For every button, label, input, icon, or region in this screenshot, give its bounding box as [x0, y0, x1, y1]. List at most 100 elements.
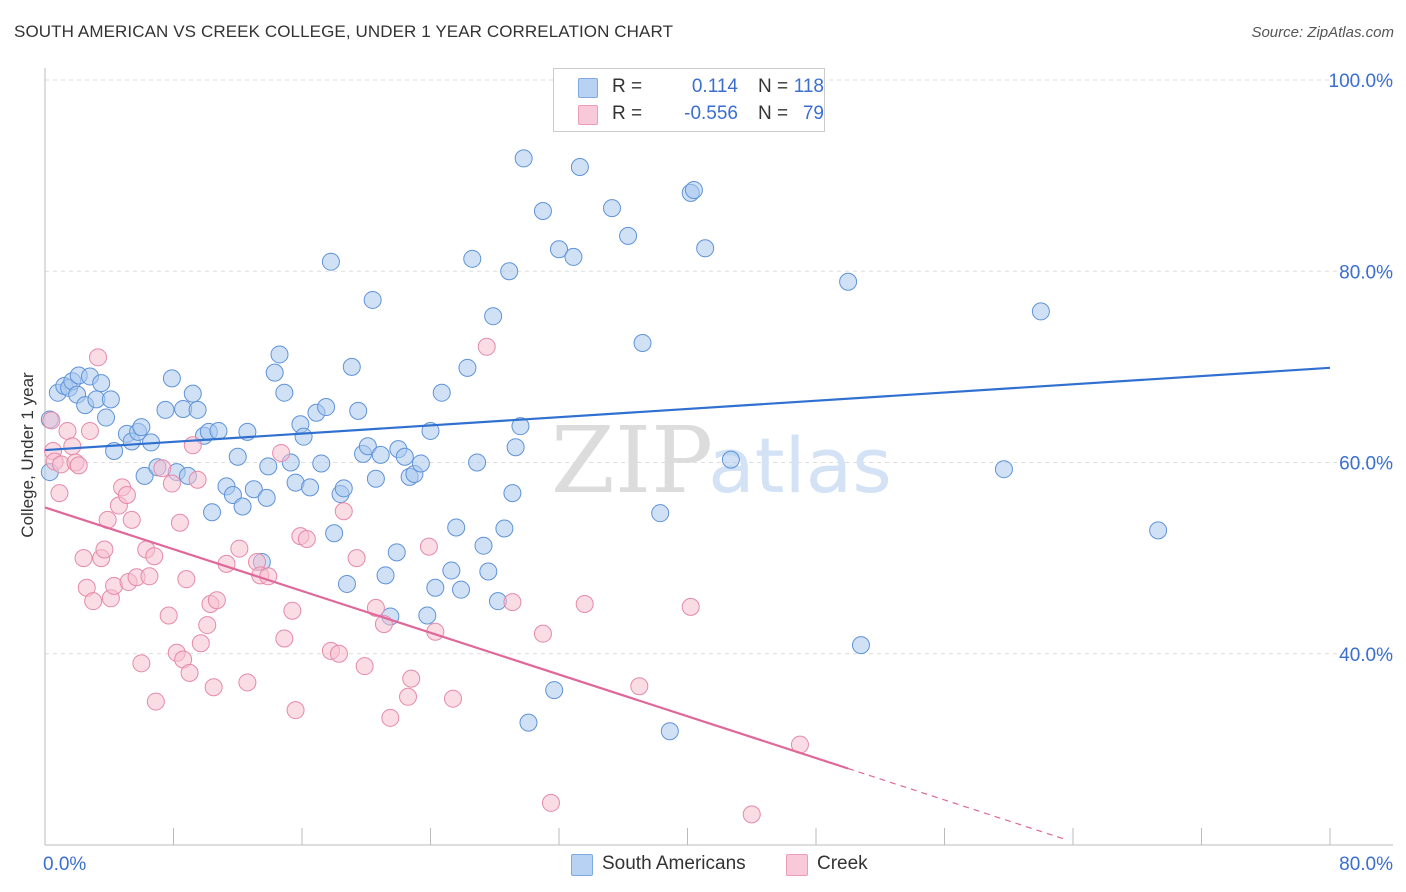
south-americans-point	[162, 369, 181, 388]
south-americans-point	[511, 417, 530, 436]
bottom-legend-swatch-pink	[786, 854, 808, 876]
south-americans-point	[1031, 302, 1050, 321]
creek-point	[238, 673, 257, 692]
y-tick-label: 80.0%	[1339, 262, 1393, 283]
watermark-atlas: atlas	[708, 421, 892, 510]
south-americans-point	[452, 580, 471, 599]
creek-point	[204, 678, 223, 697]
south-americans-point	[275, 383, 294, 402]
south-americans-point	[514, 149, 533, 168]
south-americans-point	[387, 543, 406, 562]
creek-point	[477, 337, 496, 356]
south-americans-point	[696, 239, 715, 258]
creek-point	[145, 547, 164, 566]
creek-point	[381, 708, 400, 727]
south-americans-point	[371, 445, 390, 464]
south-americans-point	[1149, 521, 1168, 540]
creek-point	[443, 689, 462, 708]
creek-point	[198, 616, 217, 635]
axes	[44, 68, 1393, 846]
south-americans-point	[463, 249, 482, 268]
creek-point	[122, 510, 141, 529]
south-americans-point	[301, 478, 320, 497]
south-americans-point	[349, 401, 368, 420]
creek-point	[42, 411, 61, 430]
south-americans-point	[337, 574, 356, 593]
south-americans-point	[468, 453, 487, 472]
south-americans-point	[994, 460, 1013, 479]
legend-n-value: 118	[793, 76, 824, 97]
legend-n-label: N =	[758, 103, 789, 124]
south-americans-point	[418, 606, 437, 625]
bottom-legend-label: South Americans	[602, 853, 746, 874]
creek-point	[297, 530, 316, 548]
creek-point	[95, 540, 114, 559]
creek-point	[366, 598, 385, 617]
south-americans-point	[395, 447, 414, 466]
legend-swatch-blue	[578, 78, 598, 98]
south-americans-point	[474, 536, 493, 555]
creek-point	[162, 474, 181, 493]
south-americans-point	[223, 486, 242, 505]
bottom-legend-swatch-blue	[571, 854, 593, 876]
south-americans-point	[570, 158, 589, 177]
south-americans-point	[366, 469, 385, 488]
south-americans-point	[363, 290, 382, 309]
south-americans-trend-line	[44, 366, 1331, 452]
south-americans-point	[257, 488, 276, 507]
south-americans-point	[132, 418, 151, 437]
south-americans-point	[321, 252, 340, 271]
south-americans-point	[183, 384, 202, 403]
creek-points	[42, 337, 809, 824]
creek-trend-line-extension	[847, 767, 1066, 840]
south-americans-point	[259, 457, 278, 476]
south-americans-point	[188, 400, 207, 419]
creek-point	[329, 644, 348, 663]
creek-point	[334, 502, 353, 521]
legend-n-value: 79	[802, 103, 824, 124]
watermark-zip: ZIP	[551, 407, 713, 514]
creek-point	[117, 486, 136, 505]
creek-point	[207, 591, 226, 610]
creek-point	[742, 805, 761, 824]
creek-point	[159, 606, 178, 625]
source-label: Source: ZipAtlas.com	[1251, 24, 1394, 41]
creek-point	[89, 348, 108, 367]
legend-r-value: -0.556	[684, 103, 738, 124]
creek-point	[74, 549, 93, 568]
south-americans-point	[603, 199, 622, 218]
legend-r-label: R =	[612, 76, 643, 97]
south-americans-point	[484, 307, 503, 326]
creek-point	[180, 663, 199, 682]
south-americans-point	[442, 561, 461, 580]
trend-lines	[44, 366, 1331, 840]
south-americans-point	[376, 566, 395, 585]
south-americans-point	[358, 437, 377, 456]
south-americans-point	[503, 484, 522, 503]
y-tick-label: 40.0%	[1339, 645, 1393, 666]
y-tick-label: 100.0%	[1329, 71, 1394, 92]
south-americans-point	[519, 713, 538, 732]
creek-point	[188, 470, 207, 489]
x-tick-label: 0.0%	[43, 854, 86, 875]
south-americans-point	[334, 479, 353, 498]
creek-point	[275, 629, 294, 648]
south-americans-point	[619, 226, 638, 245]
creek-point	[50, 484, 69, 503]
south-americans-point	[500, 262, 519, 281]
south-americans-point	[633, 333, 652, 352]
south-americans-point	[411, 454, 430, 473]
south-americans-point	[294, 427, 313, 446]
y-tick-label: 60.0%	[1339, 454, 1393, 475]
south-americans-point	[545, 681, 564, 700]
creek-point	[177, 570, 196, 589]
south-americans-point	[233, 497, 252, 516]
creek-point	[230, 539, 249, 558]
south-americans-point	[209, 421, 228, 440]
creek-point	[283, 601, 302, 620]
south-americans-point	[432, 383, 451, 402]
legend-swatch-pink	[578, 105, 598, 125]
creek-point	[402, 669, 421, 688]
creek-point	[80, 421, 99, 440]
